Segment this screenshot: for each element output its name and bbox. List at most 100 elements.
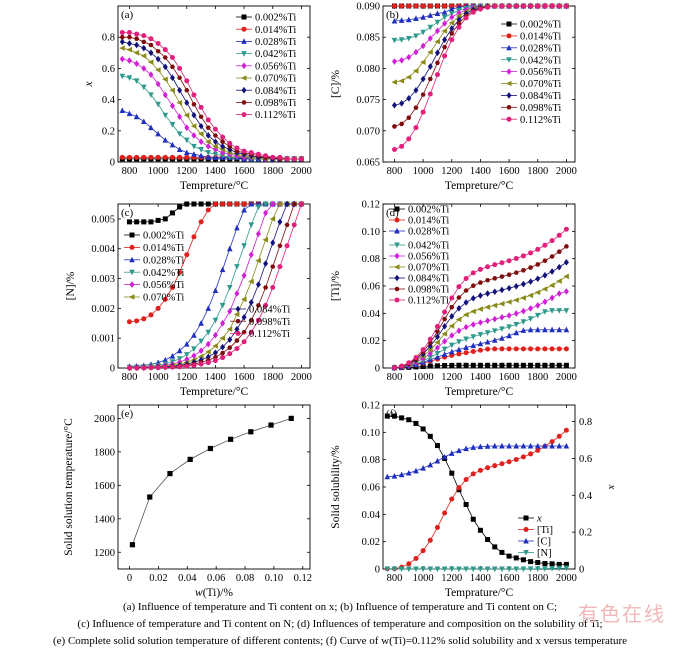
y-tick-label: 0.4 (102, 95, 116, 106)
data-point (184, 356, 190, 363)
chart-panel-a: 800 1000 1200 1400 1600 1800 2000 0 0.2 0.4 0.6 0.8… (83, 5, 312, 192)
data-point (463, 299, 469, 306)
legend-marker (506, 21, 512, 27)
data-point (391, 58, 397, 65)
data-point (441, 453, 448, 460)
data-point (520, 3, 526, 9)
data-point (413, 555, 419, 561)
data-point (434, 49, 440, 57)
data-point (449, 37, 455, 43)
data-point (148, 124, 154, 131)
y-tick-label: 0.085 (356, 33, 380, 44)
data-point (291, 201, 297, 207)
data-point (434, 353, 441, 360)
legend-marker (506, 68, 512, 75)
data-point (270, 239, 276, 247)
data-point (563, 326, 570, 333)
data-point (470, 342, 477, 349)
legend-entry: 0.070%Ti (124, 293, 184, 304)
legend-entry: 0.098%Ti (230, 317, 290, 328)
data-point (191, 143, 197, 150)
data-point (176, 347, 183, 354)
legend-entry: 0.112%Ti (501, 115, 561, 126)
data-point (148, 36, 154, 42)
legend-entry: 0.112%Ti (389, 296, 449, 307)
data-point (220, 134, 226, 140)
data-point (119, 73, 126, 80)
data-point (162, 63, 168, 71)
x-tick-label: 1600 (499, 372, 520, 383)
data-point (219, 153, 226, 159)
data-point (463, 10, 469, 17)
x-axis-label: Tempreture/°C (180, 180, 249, 192)
data-point (234, 325, 240, 333)
data-point (420, 566, 426, 573)
data-point (449, 25, 455, 32)
data-point (288, 415, 294, 421)
x-tick-label: 1600 (234, 372, 255, 383)
data-point (528, 346, 534, 352)
data-point (399, 3, 405, 9)
data-point (470, 566, 477, 573)
data-point (291, 156, 297, 162)
y-tick-label: 0.08 (362, 455, 380, 466)
data-point (520, 253, 526, 259)
data-point (477, 306, 483, 312)
data-point (413, 420, 419, 426)
x-axis-label: Tempreture/°C (180, 386, 249, 398)
legend-marker (241, 38, 247, 44)
data-point (198, 138, 204, 146)
x-tick-label: 1800 (262, 166, 283, 177)
data-point (492, 346, 498, 352)
data-point (420, 3, 426, 9)
x-tick-label: 1000 (413, 166, 434, 177)
y-tick-label: 0.2 (102, 126, 115, 137)
data-point (391, 79, 397, 85)
data-point (556, 433, 562, 439)
y-axis-label: [N]/% (65, 271, 77, 300)
data-point (535, 346, 541, 352)
data-point (470, 295, 476, 302)
legend-entry: 0.098%Ti (236, 98, 296, 109)
legend-marker (241, 86, 247, 94)
x-tick-label: 1200 (441, 166, 462, 177)
data-point (406, 53, 412, 61)
data-point (442, 309, 448, 315)
data-point (441, 351, 448, 357)
data-point (449, 305, 455, 310)
data-point (141, 44, 147, 52)
data-point (448, 566, 455, 573)
data-point (212, 143, 218, 150)
x-tick-label: 2000 (556, 166, 577, 177)
legend-entry: 0.084%Ti (501, 91, 561, 102)
legend-marker (129, 256, 135, 263)
data-point (535, 246, 541, 252)
data-point (183, 352, 190, 358)
data-point (133, 50, 140, 56)
data-point (219, 335, 226, 341)
data-point (126, 75, 133, 81)
legend-entry: 0.042%Ti (501, 55, 561, 66)
data-point (263, 302, 269, 308)
data-point (169, 154, 175, 160)
data-point (499, 346, 505, 352)
data-point (241, 206, 247, 213)
y-tick-label: 0 (110, 364, 115, 375)
data-point (119, 38, 125, 46)
data-point (506, 332, 512, 339)
legend-marker (129, 269, 135, 276)
data-point (212, 126, 218, 132)
data-point (449, 31, 455, 36)
data-point (234, 201, 240, 207)
data-point (506, 324, 512, 330)
data-point (420, 465, 426, 471)
data-point (147, 59, 154, 65)
data-point (499, 313, 505, 321)
data-point (542, 362, 548, 368)
data-point (477, 280, 483, 285)
data-point (427, 461, 434, 468)
data-point (212, 317, 219, 324)
x-tick-label: 0.06 (207, 573, 225, 584)
x-tick-label: 1200 (441, 372, 462, 383)
data-point (413, 467, 419, 474)
